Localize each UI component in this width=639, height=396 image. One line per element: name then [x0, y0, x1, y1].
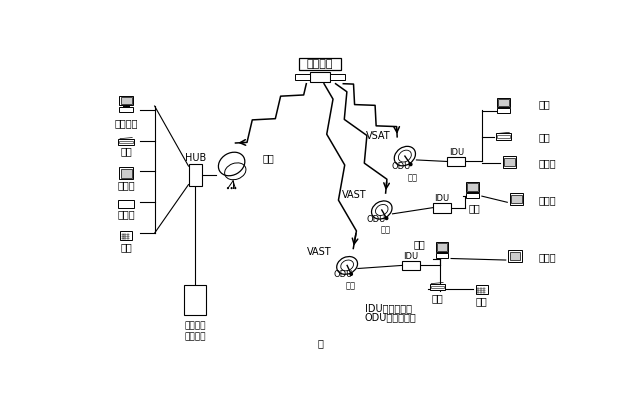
Text: 监视器: 监视器 [539, 158, 557, 168]
Bar [477, 287, 479, 289]
Bar [121, 169, 132, 177]
Bar [185, 285, 206, 316]
Bar [121, 238, 123, 239]
Text: ODU：室外单元: ODU：室外单元 [365, 312, 417, 322]
Bar [483, 289, 485, 291]
Bar [120, 231, 132, 240]
Text: 电话: 电话 [120, 242, 132, 252]
Bar [121, 236, 123, 237]
Bar [480, 289, 482, 291]
Bar [496, 133, 511, 140]
Text: 网络监视
控制系统: 网络监视 控制系统 [185, 322, 206, 341]
Bar [511, 195, 522, 203]
Text: 主站: 主站 [263, 153, 274, 164]
Bar [431, 286, 443, 288]
Bar [119, 107, 133, 112]
Bar [118, 200, 134, 208]
Bar [436, 253, 448, 257]
Text: IDU: IDU [435, 194, 449, 203]
Bar [467, 183, 478, 191]
Text: 传真: 传真 [431, 293, 443, 303]
Text: ODU: ODU [366, 215, 385, 224]
Bar [118, 139, 134, 145]
Text: 图: 图 [317, 338, 323, 348]
Circle shape [385, 217, 388, 219]
Bar [466, 182, 479, 192]
Bar [483, 292, 485, 293]
Circle shape [410, 163, 412, 166]
Bar [127, 234, 129, 235]
Bar [119, 95, 133, 105]
Bar [295, 74, 311, 80]
Bar [477, 289, 479, 291]
Text: IDU: IDU [403, 252, 419, 261]
Bar [189, 164, 202, 186]
Text: 电话: 电话 [476, 296, 488, 306]
Text: VAST: VAST [342, 190, 366, 200]
Bar [125, 238, 127, 239]
Text: 传真: 传真 [120, 147, 132, 156]
Text: VSAT: VSAT [366, 131, 391, 141]
Bar [504, 158, 515, 166]
Bar [498, 99, 509, 106]
Bar [508, 250, 522, 262]
Text: 监视器: 监视器 [539, 195, 557, 205]
Text: 监视器: 监视器 [539, 252, 557, 262]
Text: 监视器: 监视器 [118, 180, 135, 190]
Bar [300, 58, 341, 70]
Bar [466, 193, 479, 198]
Text: 天线: 天线 [381, 225, 390, 234]
Circle shape [350, 273, 352, 275]
Bar [429, 284, 445, 290]
Text: 通信卫星: 通信卫星 [307, 59, 334, 69]
Bar [125, 234, 127, 235]
Text: ODU: ODU [391, 162, 410, 171]
Bar [330, 74, 345, 80]
Bar [121, 234, 123, 235]
Bar [127, 238, 129, 239]
Circle shape [227, 187, 229, 189]
Bar [483, 287, 485, 289]
Text: VAST: VAST [307, 247, 332, 257]
Bar [497, 98, 510, 107]
Bar [480, 292, 482, 293]
Bar [477, 292, 479, 293]
Text: ODU: ODU [334, 270, 353, 279]
Bar [125, 236, 127, 237]
Text: 微机: 微机 [413, 240, 425, 249]
Bar [436, 242, 448, 252]
Text: 微机: 微机 [468, 203, 480, 213]
Text: HUB: HUB [185, 153, 206, 164]
Text: IDU：室内单元: IDU：室内单元 [365, 303, 412, 313]
Bar [436, 244, 447, 251]
Bar [127, 236, 129, 237]
Bar [402, 261, 420, 270]
Text: 微机: 微机 [539, 99, 551, 109]
Bar [447, 157, 465, 166]
Circle shape [234, 187, 236, 189]
Bar [119, 168, 133, 179]
Text: 主计算机: 主计算机 [114, 118, 138, 128]
Text: 摄影机: 摄影机 [118, 209, 135, 219]
Bar [510, 193, 523, 205]
Text: 传真: 传真 [539, 132, 551, 142]
Bar [311, 72, 330, 82]
Bar [497, 135, 510, 138]
Text: 天线: 天线 [408, 173, 417, 182]
Bar [497, 108, 510, 113]
Bar [510, 251, 520, 260]
Bar [476, 285, 488, 294]
Text: 天线: 天线 [346, 281, 356, 290]
Bar [119, 141, 133, 143]
Bar [480, 287, 482, 289]
Bar [433, 203, 451, 213]
Bar [121, 97, 132, 105]
Circle shape [231, 187, 233, 189]
Bar [503, 156, 516, 168]
Text: IDU: IDU [449, 148, 464, 157]
